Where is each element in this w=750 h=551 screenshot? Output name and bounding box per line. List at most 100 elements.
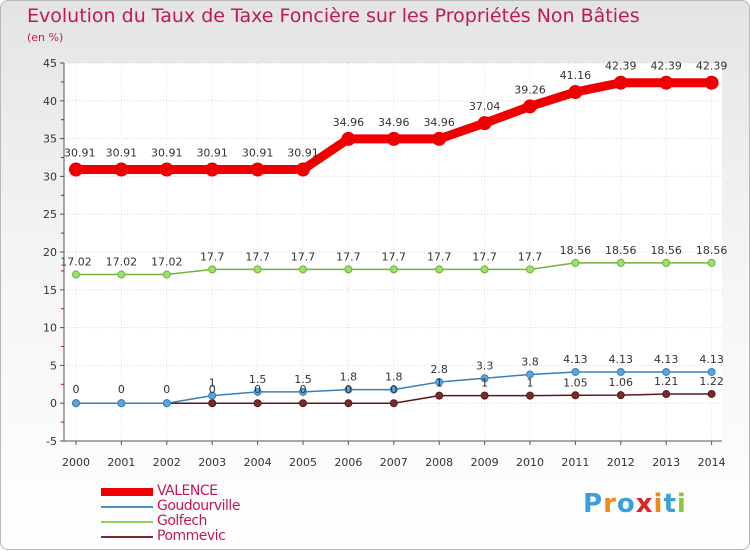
x-tick-label: 2013 — [652, 456, 680, 469]
data-point-valence — [704, 75, 719, 90]
data-point-golfech — [571, 258, 580, 267]
data-point-valence — [341, 131, 356, 146]
data-point-goudourville — [389, 385, 398, 394]
data-point-pommevic — [253, 399, 262, 408]
data-point-valence — [114, 162, 129, 177]
data-label-goudourville: 4.13 — [654, 353, 679, 366]
data-label-valence: 30.91 — [64, 147, 96, 160]
data-label-valence: 30.91 — [106, 147, 138, 160]
y-tick-label: 20 — [43, 246, 57, 259]
chart-title: Evolution du Taux de Taxe Foncière sur l… — [27, 5, 640, 27]
data-point-pommevic — [299, 399, 307, 408]
x-tick-label: 2007 — [380, 456, 408, 469]
data-label-pommevic: 0 — [390, 383, 397, 396]
logo-letter: P — [583, 489, 604, 519]
data-point-valence — [477, 116, 492, 131]
x-tick-label: 2011 — [561, 456, 589, 469]
y-tick-label: 10 — [43, 322, 57, 335]
data-label-goudourville: 1.8 — [385, 371, 403, 384]
legend-item-goudourville: Goudourville — [101, 498, 301, 515]
legend-swatch-golfech — [101, 521, 153, 523]
data-point-golfech — [344, 265, 353, 274]
data-label-valence: 30.91 — [287, 147, 319, 160]
data-point-valence — [523, 99, 537, 114]
data-label-valence: 30.91 — [196, 147, 228, 160]
data-label-valence: 34.96 — [378, 116, 410, 129]
logo-letter: x — [635, 489, 654, 519]
data-label-pommevic: 0 — [254, 383, 261, 396]
unit-label: (en %) — [27, 31, 64, 44]
y-tick-label: -5 — [46, 435, 57, 448]
data-label-golfech: 17.7 — [427, 250, 452, 263]
data-point-valence — [568, 85, 583, 100]
legend-label-golfech: Golfech — [157, 513, 207, 529]
legend: VALENCE Goudourville Golfech Pommevic — [101, 483, 301, 545]
data-label-golfech: 18.56 — [696, 244, 728, 257]
data-point-goudourville — [299, 387, 307, 396]
data-label-pommevic: 0 — [163, 383, 170, 396]
data-point-goudourville — [435, 378, 444, 387]
data-label-goudourville: 1.5 — [294, 373, 312, 386]
data-label-goudourville: 2.8 — [430, 363, 448, 376]
data-point-goudourville — [571, 367, 580, 376]
data-label-valence: 41.16 — [560, 69, 592, 82]
data-label-pommevic: 1.22 — [699, 375, 724, 388]
logo-letter: t — [663, 489, 677, 519]
data-label-pommevic: 0 — [300, 383, 307, 396]
data-point-pommevic — [208, 399, 217, 408]
data-point-goudourville — [208, 391, 217, 400]
data-point-golfech — [707, 258, 716, 267]
y-tick-label: 40 — [43, 95, 57, 108]
logo-letter: i — [653, 489, 664, 519]
y-tick-label: 25 — [43, 208, 57, 221]
data-label-goudourville: 1 — [209, 377, 216, 390]
data-label-goudourville: 4.13 — [699, 353, 724, 366]
data-label-pommevic: 0 — [345, 383, 352, 396]
data-point-goudourville — [616, 367, 625, 376]
data-point-goudourville — [480, 374, 489, 383]
data-label-valence: 34.96 — [333, 116, 365, 129]
y-tick-label: 15 — [43, 284, 57, 297]
data-label-pommevic: 0 — [118, 383, 125, 396]
data-point-goudourville — [707, 367, 716, 376]
data-point-pommevic — [707, 389, 716, 398]
data-point-valence — [205, 162, 220, 177]
plot-area — [64, 63, 722, 441]
data-point-valence — [250, 162, 265, 177]
x-tick-label: 2012 — [607, 456, 635, 469]
x-tick-label: 2000 — [62, 456, 90, 469]
data-label-valence: 42.39 — [605, 60, 637, 73]
x-tick-label: 2001 — [107, 456, 135, 469]
data-label-golfech: 17.7 — [245, 250, 270, 263]
legend-item-valence: VALENCE — [101, 483, 301, 500]
data-point-goudourville — [117, 399, 126, 408]
data-label-pommevic: 1.05 — [563, 376, 588, 389]
data-label-valence: 30.91 — [242, 147, 274, 160]
data-label-pommevic: 0 — [209, 383, 216, 396]
data-point-goudourville — [253, 387, 262, 396]
data-point-pommevic — [571, 391, 580, 400]
data-point-valence — [159, 162, 174, 177]
proxiti-logo[interactable]: Proxiti — [583, 489, 687, 519]
data-point-golfech — [480, 265, 489, 274]
x-tick-label: 2002 — [153, 456, 181, 469]
x-tick-label: 2009 — [471, 456, 499, 469]
x-tick-label: 2004 — [244, 456, 272, 469]
y-tick-label: 30 — [43, 170, 57, 183]
x-tick-label: 2006 — [334, 456, 362, 469]
data-point-valence — [659, 75, 674, 90]
legend-item-golfech: Golfech — [101, 513, 301, 530]
data-label-golfech: 17.7 — [336, 250, 361, 263]
data-point-pommevic — [344, 399, 353, 408]
data-label-valence: 34.96 — [423, 116, 455, 129]
x-tick-label: 2014 — [698, 456, 726, 469]
logo-letter: r — [603, 489, 617, 519]
x-tick-label: 2005 — [289, 456, 317, 469]
data-label-golfech: 17.7 — [518, 250, 543, 263]
data-label-valence: 30.91 — [151, 147, 183, 160]
data-point-valence — [386, 131, 401, 146]
data-label-valence: 42.39 — [650, 60, 682, 73]
data-point-valence — [296, 162, 310, 177]
data-point-pommevic — [435, 391, 444, 400]
legend-label-pommevic: Pommevic — [157, 528, 226, 544]
